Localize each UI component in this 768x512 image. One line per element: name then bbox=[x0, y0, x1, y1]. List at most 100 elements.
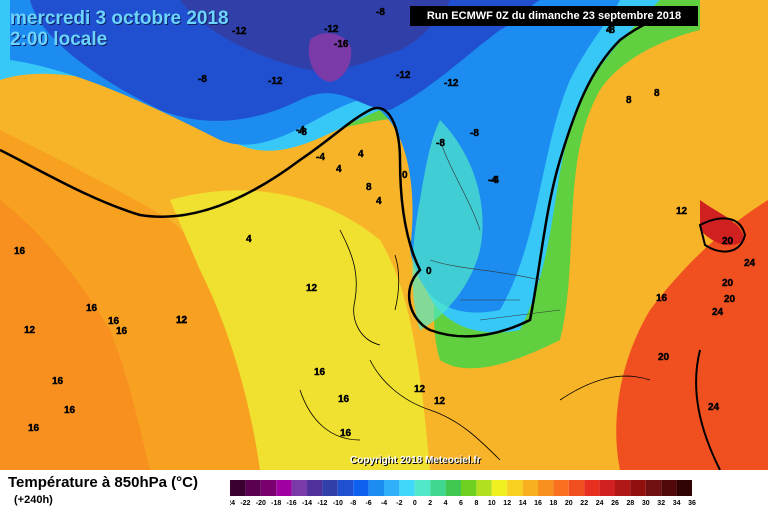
legend-swatch bbox=[430, 480, 446, 496]
isotherm-value-label: 12 bbox=[176, 315, 188, 326]
isotherm-value-label: 0 bbox=[402, 170, 408, 181]
legend-swatch bbox=[538, 480, 554, 496]
legend-swatch bbox=[615, 480, 631, 496]
legend-swatch bbox=[337, 480, 354, 496]
isotherm-labels: -12-8 -12-12-16-8-12-12-8 -8-4-4-8-8-4-444… bbox=[14, 7, 756, 439]
zero-isotherm bbox=[0, 8, 691, 338]
isotherm-value-label: -8 bbox=[606, 25, 615, 36]
hot-pocket bbox=[700, 200, 745, 246]
legend-swatch bbox=[553, 480, 569, 496]
isotherm-value-label: 24 bbox=[708, 402, 720, 413]
legend-tick-label: 14 bbox=[519, 500, 527, 507]
legend-tick-label: -16 bbox=[287, 500, 297, 507]
twenty-isotherm bbox=[698, 217, 747, 253]
isotherm-value-label: 4 bbox=[358, 149, 364, 160]
legend-tick-label: 36 bbox=[688, 500, 696, 507]
legend-tick-label: -10 bbox=[333, 500, 343, 507]
isotherm-value-label: 16 bbox=[108, 316, 120, 327]
isotherm-value-label: 12 bbox=[306, 283, 318, 294]
legend-tick-label: -20 bbox=[256, 500, 266, 507]
isotherm-value-label: -12 bbox=[232, 26, 247, 37]
isotherm-value-label: 20 bbox=[724, 294, 736, 305]
legend-swatch bbox=[476, 480, 492, 496]
isotherm-value-label: 4 bbox=[336, 164, 342, 175]
run-info-badge: Run ECMWF 0Z du dimanche 23 septembre 20… bbox=[410, 6, 698, 26]
legend-tick-label: 24 bbox=[596, 500, 604, 507]
isotherm-value-label: -8 bbox=[198, 74, 207, 85]
isotherm-value-label: 24 bbox=[712, 307, 724, 318]
legend-swatch bbox=[322, 480, 338, 496]
isotherm-value-label: 12 bbox=[434, 396, 446, 407]
isotherm-value-label: 12 bbox=[176, 315, 188, 326]
legend-tick-label: -18 bbox=[271, 500, 281, 507]
forecast-datetime: mercredi 3 octobre 2018 2:00 locale bbox=[10, 8, 229, 50]
yellow-zone bbox=[170, 190, 430, 470]
map-canvas: -12-8 -12-12-16-8-12-12-8 -8-4-4-8-8-4-444… bbox=[0, 0, 768, 470]
legend-tick-label: 4 bbox=[444, 500, 448, 507]
isotherm-value-label: -16 bbox=[334, 39, 349, 50]
isotherm-value-label: -12 bbox=[396, 70, 411, 81]
isotherm-value-label: 12 bbox=[24, 325, 36, 336]
forecast-time: 2:00 locale bbox=[10, 29, 108, 50]
legend-swatch bbox=[260, 480, 277, 496]
isotherm-value-label: 16 bbox=[28, 423, 40, 434]
isotherm-value-label: -4 bbox=[316, 152, 325, 163]
legend-tick-label: 30 bbox=[642, 500, 650, 507]
legend-tick-label: 10 bbox=[488, 500, 496, 507]
isotherm-value-label: -8 bbox=[436, 138, 445, 149]
legend-swatch bbox=[353, 480, 369, 496]
legend-tick-label: 8 bbox=[474, 500, 478, 507]
isotherm-value-label: 4 bbox=[376, 196, 382, 207]
isotherm-value-label: 16 bbox=[116, 326, 128, 337]
legend-swatch bbox=[230, 480, 246, 496]
legend-swatch bbox=[291, 480, 307, 496]
isotherm-value-label: -4 bbox=[488, 175, 497, 186]
forecast-date: mercredi 3 octobre 2018 bbox=[10, 8, 229, 29]
legend-swatch bbox=[584, 480, 600, 496]
isotherm-value-label: 16 bbox=[656, 293, 668, 304]
legend-footer: Température à 850hPa (°C) (+240h) -24-22… bbox=[0, 470, 768, 512]
legend-swatch bbox=[507, 480, 523, 496]
legend-tick-label: -8 bbox=[350, 500, 356, 507]
isotherm-value-label: 4 bbox=[246, 234, 252, 245]
legend-swatch bbox=[276, 480, 292, 496]
isotherm-value-label: -4 bbox=[296, 125, 305, 136]
legend-swatch bbox=[661, 480, 677, 496]
legend-tick-label: 6 bbox=[459, 500, 463, 507]
legend-swatch bbox=[307, 480, 323, 496]
cold-core-deep bbox=[180, 0, 450, 71]
isotherm-value-label: 16 bbox=[64, 405, 76, 416]
isotherm-value-label: 0 bbox=[426, 266, 432, 277]
legend-swatch bbox=[645, 480, 662, 496]
legend-title: Température à 850hPa (°C) bbox=[8, 474, 198, 491]
isotherm-value-label: 4 bbox=[606, 25, 612, 36]
isotherm-value-label: 16 bbox=[314, 367, 326, 378]
legend-tick-label: -14 bbox=[302, 500, 312, 507]
legend-swatch bbox=[522, 480, 538, 496]
isotherm-value-label: -12 bbox=[444, 78, 459, 89]
legend-tick-label: 34 bbox=[673, 500, 681, 507]
legend-tick-label: -24 bbox=[230, 500, 235, 507]
hot-zone-east bbox=[616, 200, 768, 470]
cool-tongue bbox=[412, 120, 483, 330]
legend-tick-label: 18 bbox=[550, 500, 558, 507]
temperature-map: -12 -8 -12 -12 -16 -8 -12 -12 -8 -8 -4 -4 -8 -8 -4 -4 4 4… bbox=[0, 0, 768, 470]
isotherm-value-label: 12 bbox=[676, 206, 688, 217]
isotherm-value-label: -12 bbox=[324, 24, 339, 35]
coastlines bbox=[299, 229, 651, 461]
legend-tick-label: 22 bbox=[580, 500, 588, 507]
isotherm-value-label: 16 bbox=[340, 428, 352, 439]
isotherm-value-label: -8 bbox=[298, 127, 307, 138]
isotherm-value-label: 16 bbox=[14, 246, 26, 257]
isotherm-value-label: 8 bbox=[654, 88, 660, 99]
legend-swatch bbox=[384, 480, 400, 496]
legend-tick-label: -12 bbox=[317, 500, 327, 507]
legend-tick-label: -2 bbox=[396, 500, 402, 507]
legend-tick-label: 2 bbox=[428, 500, 432, 507]
isotherm-value-label: 8 bbox=[626, 95, 632, 106]
isotherm-value-label: 8 bbox=[366, 182, 372, 193]
legend-tick-label: 0 bbox=[413, 500, 417, 507]
legend-swatch bbox=[245, 480, 261, 496]
legend-swatch bbox=[568, 480, 585, 496]
legend-tick-label: 20 bbox=[565, 500, 573, 507]
